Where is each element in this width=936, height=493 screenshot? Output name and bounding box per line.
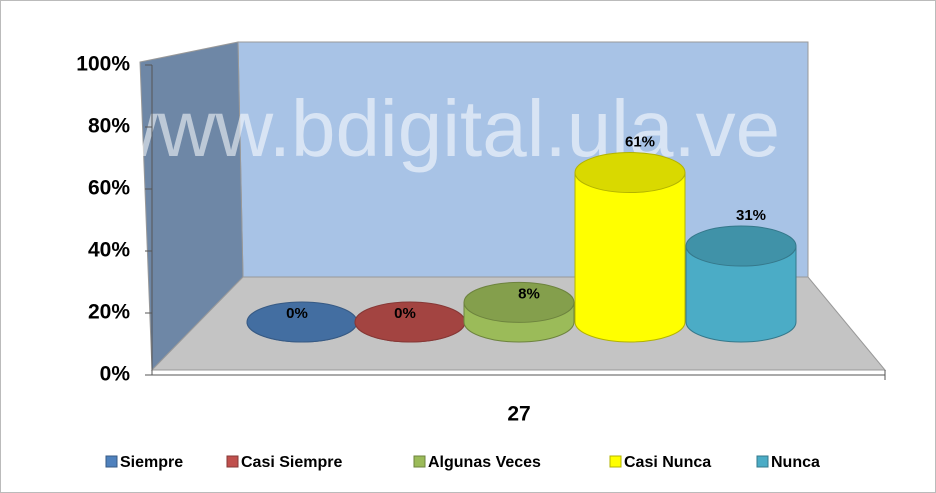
x-tick-label: 27 — [507, 403, 530, 426]
cylinder-top — [574, 152, 686, 194]
data-label: 0% — [286, 305, 308, 322]
legend-swatch — [105, 455, 118, 468]
data-label: 8% — [518, 285, 540, 302]
data-label: 31% — [736, 207, 766, 224]
legend-swatch — [413, 455, 426, 468]
legend-label: Algunas Veces — [428, 454, 541, 471]
y-tick-label: 60% — [88, 177, 130, 200]
y-tick-label: 100% — [76, 53, 130, 76]
legend-label: Casi Siempre — [241, 454, 342, 471]
cylinder-top — [463, 281, 575, 323]
watermark: www.bdigital.ula.ve — [99, 84, 780, 173]
legend-label: Siempre — [120, 454, 183, 471]
y-tick-label: 0% — [100, 363, 131, 386]
data-label: 0% — [394, 305, 416, 322]
legend-swatch — [226, 455, 239, 468]
legend-label: Nunca — [771, 454, 820, 471]
legend-swatch — [756, 455, 769, 468]
y-tick-label: 40% — [88, 239, 130, 262]
legend-label: Casi Nunca — [624, 454, 711, 471]
cylinder-top — [685, 225, 797, 267]
cylinder-body — [685, 245, 797, 343]
y-tick-label: 20% — [88, 301, 130, 324]
cylinder-body — [574, 172, 686, 343]
y-tick-label: 80% — [88, 115, 130, 138]
legend-swatch — [609, 455, 622, 468]
data-label: 61% — [625, 134, 655, 151]
